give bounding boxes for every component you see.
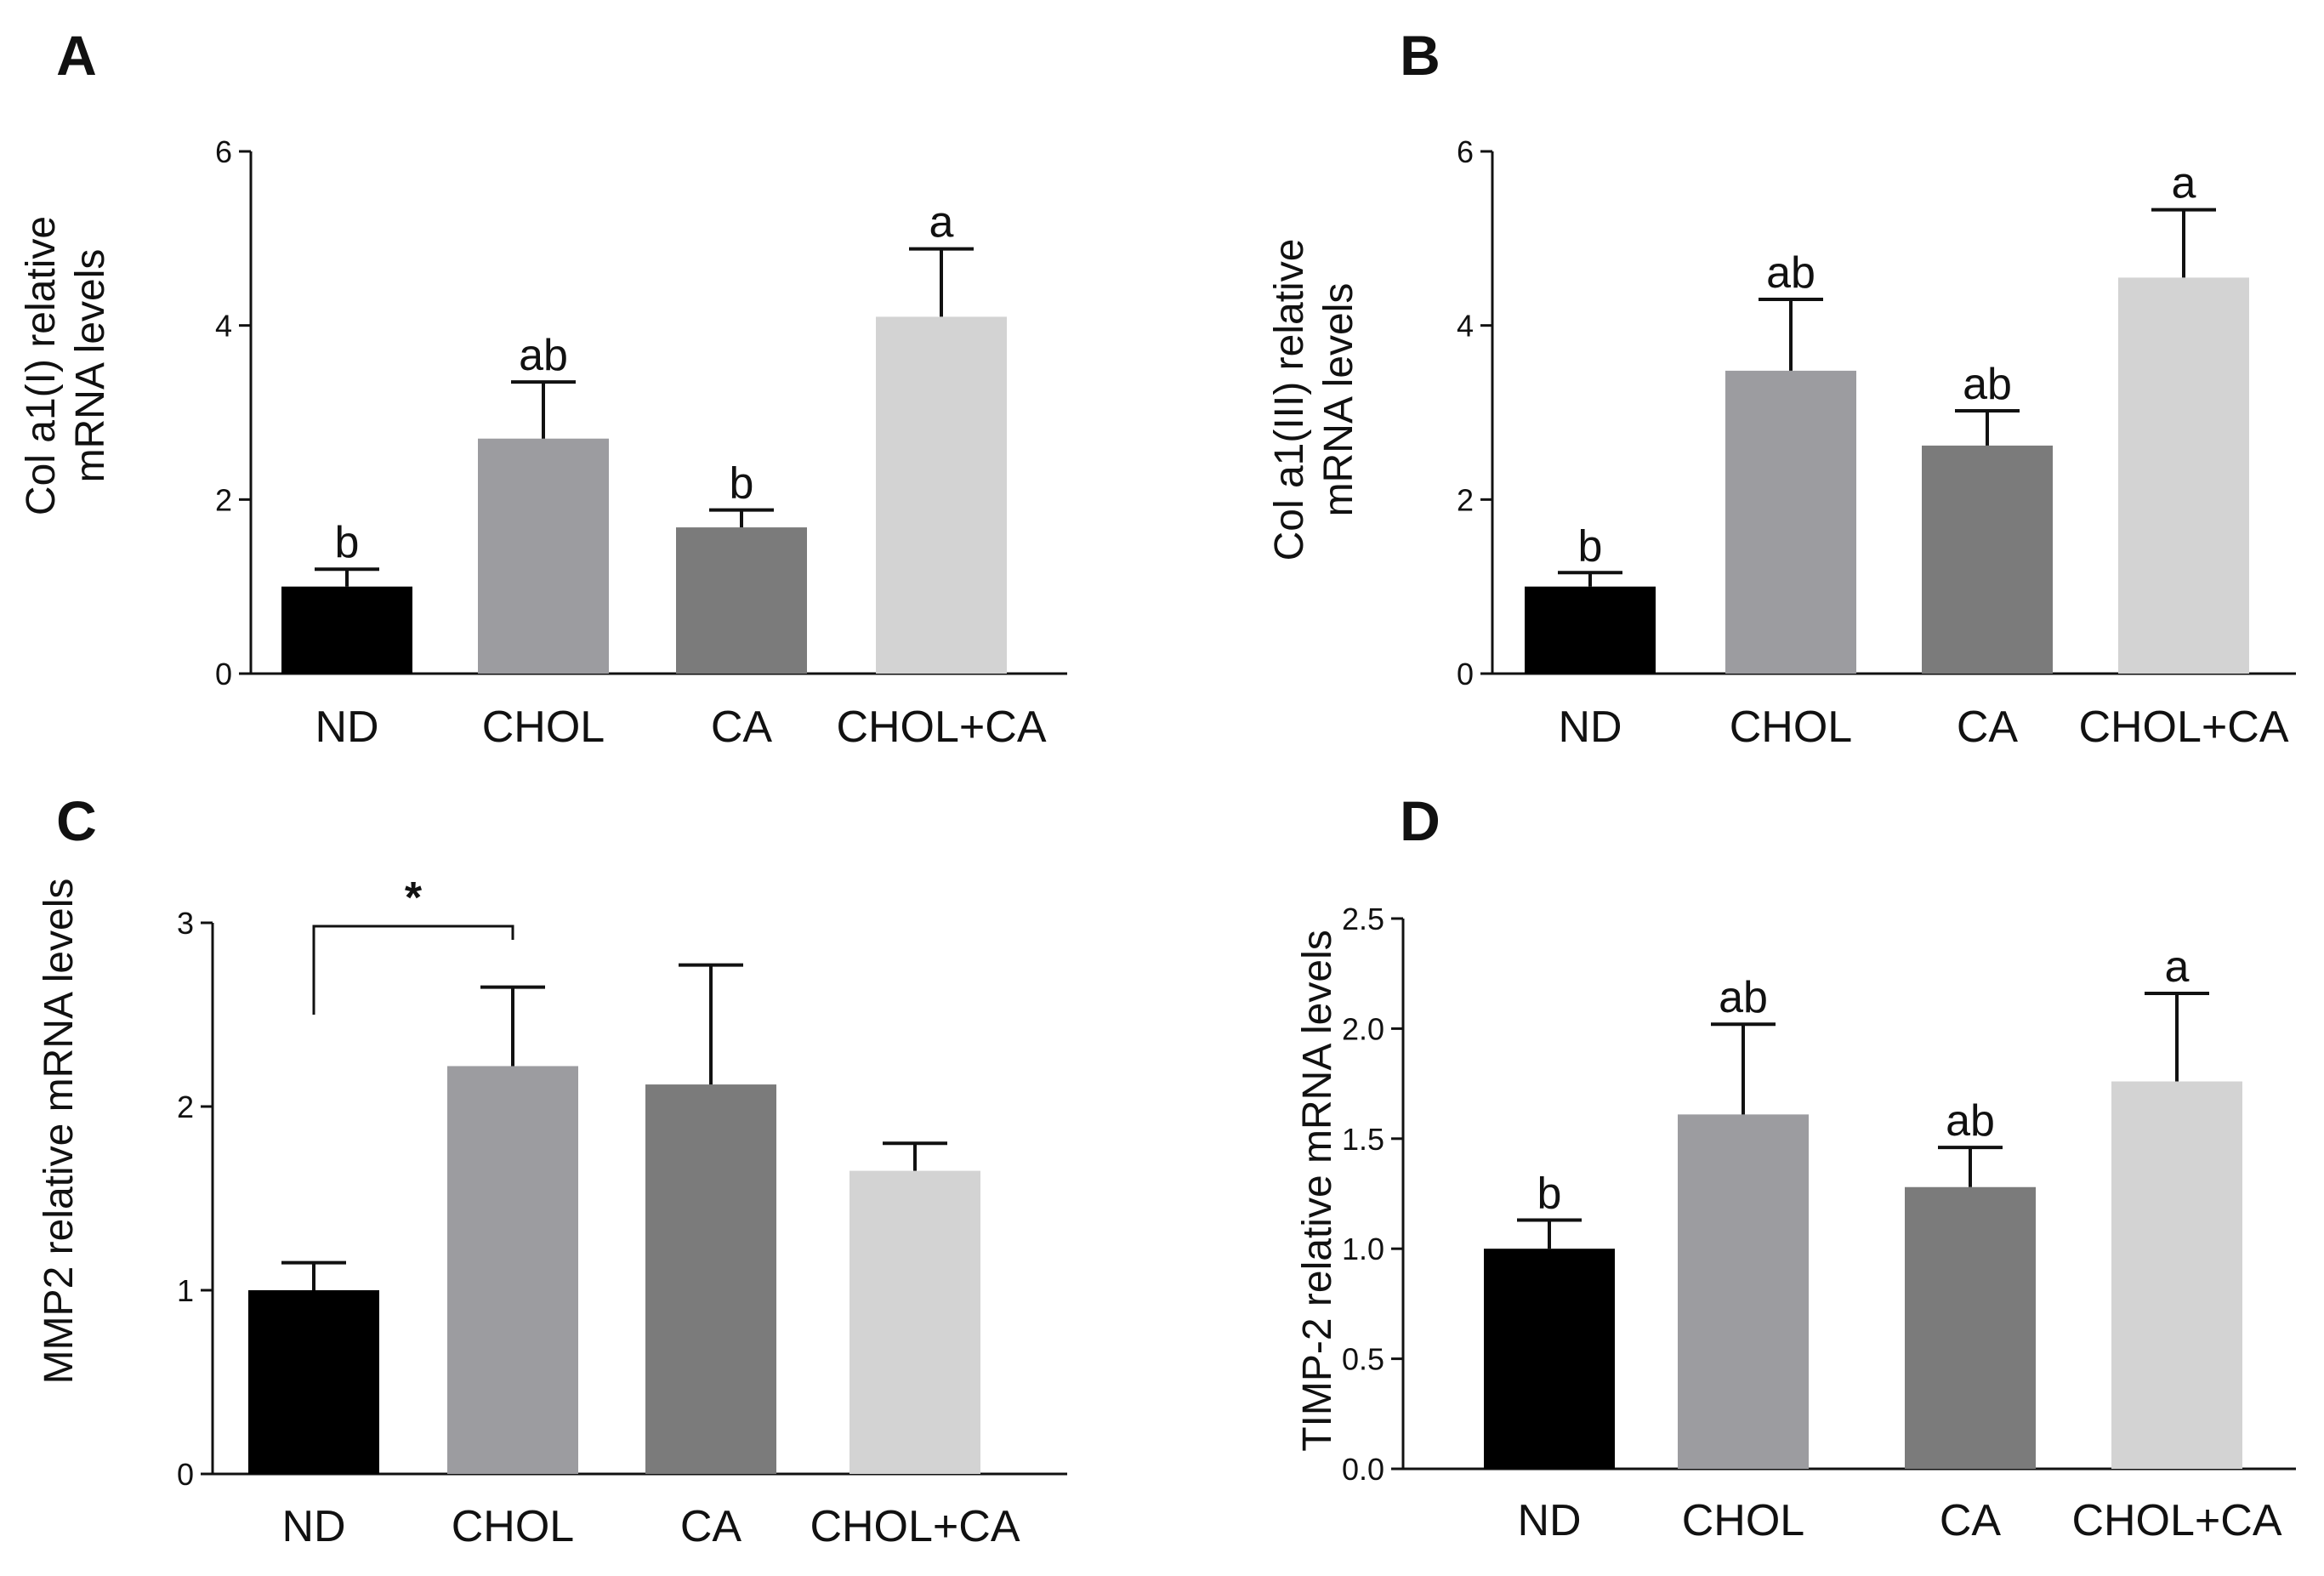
significance-label-b-nd: b — [1578, 521, 1603, 571]
y-axis-label: MMP2 relative mRNA levels — [37, 879, 82, 1385]
y-tick-label: 0 — [177, 1457, 194, 1492]
bar-b-ca — [1922, 445, 2053, 674]
bar-a-chol — [478, 438, 609, 674]
significance-label-a-nd: b — [335, 518, 360, 567]
panel-letter: C — [56, 789, 97, 852]
panel-letter: D — [1400, 789, 1440, 852]
y-tick-label: 0.5 — [1342, 1342, 1384, 1377]
y-tick-label: 4 — [1457, 309, 1474, 344]
y-tick-label: 2 — [1457, 482, 1474, 517]
significance-label-a-ca: b — [730, 459, 754, 509]
category-label-ca: CA — [1940, 1496, 2002, 1545]
bracket-significance-label: * — [405, 873, 423, 923]
category-label-nd: ND — [281, 1502, 345, 1551]
category-label-nd: ND — [1517, 1496, 1581, 1545]
y-tick-label: 6 — [215, 134, 232, 169]
panel-b: B 0 2 4 6 Col a1(III) relative mRNA levels b ND a… — [1267, 24, 2296, 752]
bar-c-ca — [645, 1084, 776, 1474]
panel-letter: B — [1400, 24, 1440, 87]
category-label-chol-ca: CHOL+CA — [836, 703, 1046, 752]
y-axis-label: TIMP-2 relative mRNA levels — [1295, 930, 1340, 1451]
y-tick-label: 3 — [177, 906, 194, 941]
bar-d-nd — [1484, 1249, 1615, 1469]
panel-letter: A — [56, 24, 97, 87]
significance-label-d-chol: ab — [1719, 973, 1768, 1022]
category-label-chol: CHOL — [1682, 1496, 1804, 1545]
significance-label-d-ca: ab — [1946, 1096, 1995, 1146]
significance-label-d-nd: b — [1537, 1169, 1562, 1219]
bar-d-ca — [1905, 1186, 2036, 1469]
y-tick-label: 1.5 — [1342, 1122, 1384, 1157]
y-tick-label: 2.0 — [1342, 1011, 1384, 1046]
bar-a-chol-ca — [876, 316, 1007, 674]
category-label-ca: CA — [1957, 703, 2019, 752]
bar-c-chol — [447, 1066, 578, 1474]
y-axis-label: Col a1(I) relative mRNA levels — [19, 216, 113, 515]
significance-label-a-chol: ab — [519, 331, 568, 380]
y-tick-label: 2.5 — [1342, 902, 1384, 936]
significance-label-b-chol-ca: a — [2172, 159, 2196, 208]
category-label-chol-ca: CHOL+CA — [2071, 1496, 2281, 1545]
category-label-chol-ca: CHOL+CA — [810, 1502, 1020, 1551]
category-label-nd: ND — [315, 703, 378, 752]
y-tick-label: 2 — [177, 1090, 194, 1124]
bar-a-ca — [676, 527, 807, 674]
y-tick-label: 1.0 — [1342, 1232, 1384, 1266]
y-tick-label: 1 — [177, 1273, 194, 1308]
category-label-nd: ND — [1558, 703, 1622, 752]
y-tick-label: 0.0 — [1342, 1452, 1384, 1487]
bar-c-nd — [248, 1290, 379, 1474]
bar-c-chol-ca — [849, 1170, 980, 1474]
significance-label-a-chol-ca: a — [929, 198, 954, 247]
y-tick-label: 0 — [1457, 657, 1474, 691]
significance-label-b-ca: ab — [1963, 360, 2012, 409]
category-label-chol: CHOL — [482, 703, 605, 752]
comparison-bracket — [312, 925, 514, 1015]
y-tick-label: 0 — [215, 657, 232, 691]
category-label-chol: CHOL — [452, 1502, 574, 1551]
category-label-ca: CA — [711, 703, 773, 752]
significance-label-b-chol: ab — [1766, 248, 1815, 298]
y-tick-label: 4 — [215, 309, 232, 344]
bar-b-chol-ca — [2118, 277, 2249, 674]
y-tick-label: 2 — [215, 482, 232, 517]
y-axis-label: Col a1(III) relative mRNA levels — [1267, 239, 1361, 561]
bar-b-nd — [1525, 586, 1656, 674]
bar-b-chol — [1725, 370, 1856, 674]
category-label-chol-ca: CHOL+CA — [2078, 703, 2288, 752]
significance-label-d-chol-ca: a — [2165, 942, 2190, 992]
bar-a-nd — [281, 586, 412, 674]
bar-d-chol-ca — [2111, 1081, 2242, 1469]
panel-c: C 0 1 2 3 MMP2 relative mRNA levels ND CHOL CA CH… — [37, 789, 1067, 1551]
y-tick-label: 6 — [1457, 134, 1474, 169]
bar-d-chol — [1678, 1114, 1809, 1469]
category-label-chol: CHOL — [1730, 703, 1852, 752]
category-label-ca: CA — [680, 1502, 742, 1551]
